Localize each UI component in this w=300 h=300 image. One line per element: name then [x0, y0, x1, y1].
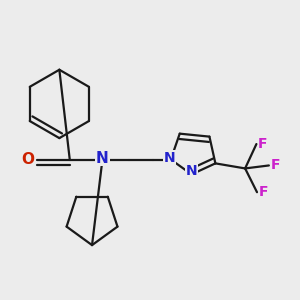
Text: N: N: [186, 164, 197, 178]
Text: O: O: [22, 152, 34, 167]
Text: F: F: [259, 185, 268, 199]
Text: N: N: [96, 151, 109, 166]
Text: F: F: [270, 158, 280, 172]
Text: F: F: [258, 137, 267, 151]
Text: N: N: [164, 151, 175, 165]
